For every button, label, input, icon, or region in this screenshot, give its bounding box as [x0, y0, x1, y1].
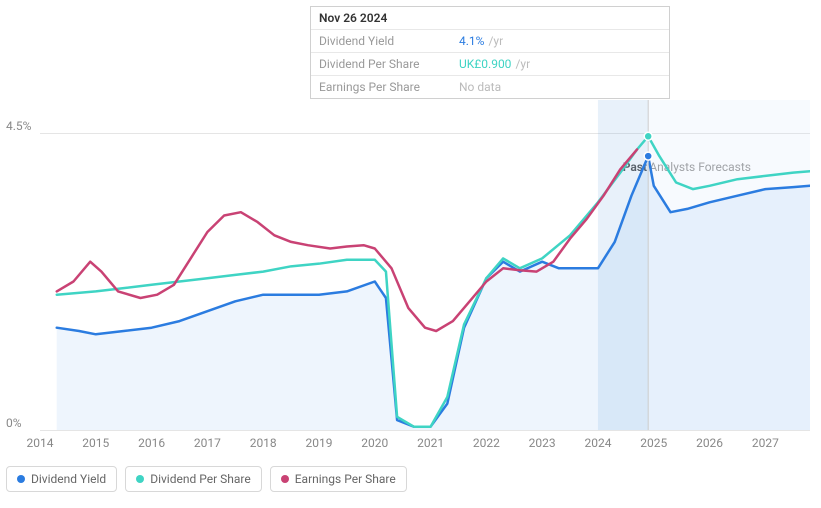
x-tick-label: 2014 — [27, 436, 54, 450]
x-tick-label: 2024 — [584, 436, 611, 450]
legend: Dividend Yield Dividend Per Share Earnings… — [6, 466, 407, 492]
x-tick-label: 2019 — [305, 436, 332, 450]
legend-item[interactable]: Dividend Per Share — [125, 466, 262, 492]
legend-label: Dividend Per Share — [150, 472, 251, 486]
x-tick-label: 2022 — [473, 436, 500, 450]
tooltip-row-eps: Earnings Per Share No data — [311, 76, 669, 98]
series-marker — [644, 152, 652, 160]
x-tick-label: 2025 — [640, 436, 667, 450]
legend-item[interactable]: Earnings Per Share — [270, 466, 407, 492]
x-tick-label: 2023 — [529, 436, 556, 450]
x-tick-label: 2016 — [138, 436, 165, 450]
tooltip-date: Nov 26 2024 — [319, 11, 387, 25]
plot-svg[interactable] — [40, 100, 810, 430]
x-tick-label: 2017 — [194, 436, 221, 450]
x-tick-label: 2026 — [696, 436, 723, 450]
tooltip-row-yield: Dividend Yield 4.1%/yr — [311, 30, 669, 53]
x-tick-label: 2015 — [82, 436, 109, 450]
legend-label: Earnings Per Share — [295, 472, 396, 486]
legend-dot-icon — [136, 475, 144, 483]
x-tick-label: 2018 — [250, 436, 277, 450]
legend-dot-icon — [281, 475, 289, 483]
x-tick-label: 2020 — [361, 436, 388, 450]
tooltip-row-dps: Dividend Per Share UK£0.900/yr — [311, 53, 669, 76]
y-tick-label: 0% — [6, 416, 22, 430]
y-tick-label: 4.5% — [6, 119, 31, 133]
hover-tooltip: Nov 26 2024 Dividend Yield 4.1%/yr Divid… — [310, 6, 670, 99]
legend-label: Dividend Yield — [31, 472, 106, 486]
series-marker — [644, 132, 652, 140]
x-tick-label: 2021 — [417, 436, 444, 450]
legend-dot-icon — [17, 475, 25, 483]
x-tick-label: 2027 — [752, 436, 779, 450]
dividend-chart: Nov 26 2024 Dividend Yield 4.1%/yr Divid… — [0, 0, 821, 508]
legend-item[interactable]: Dividend Yield — [6, 466, 117, 492]
